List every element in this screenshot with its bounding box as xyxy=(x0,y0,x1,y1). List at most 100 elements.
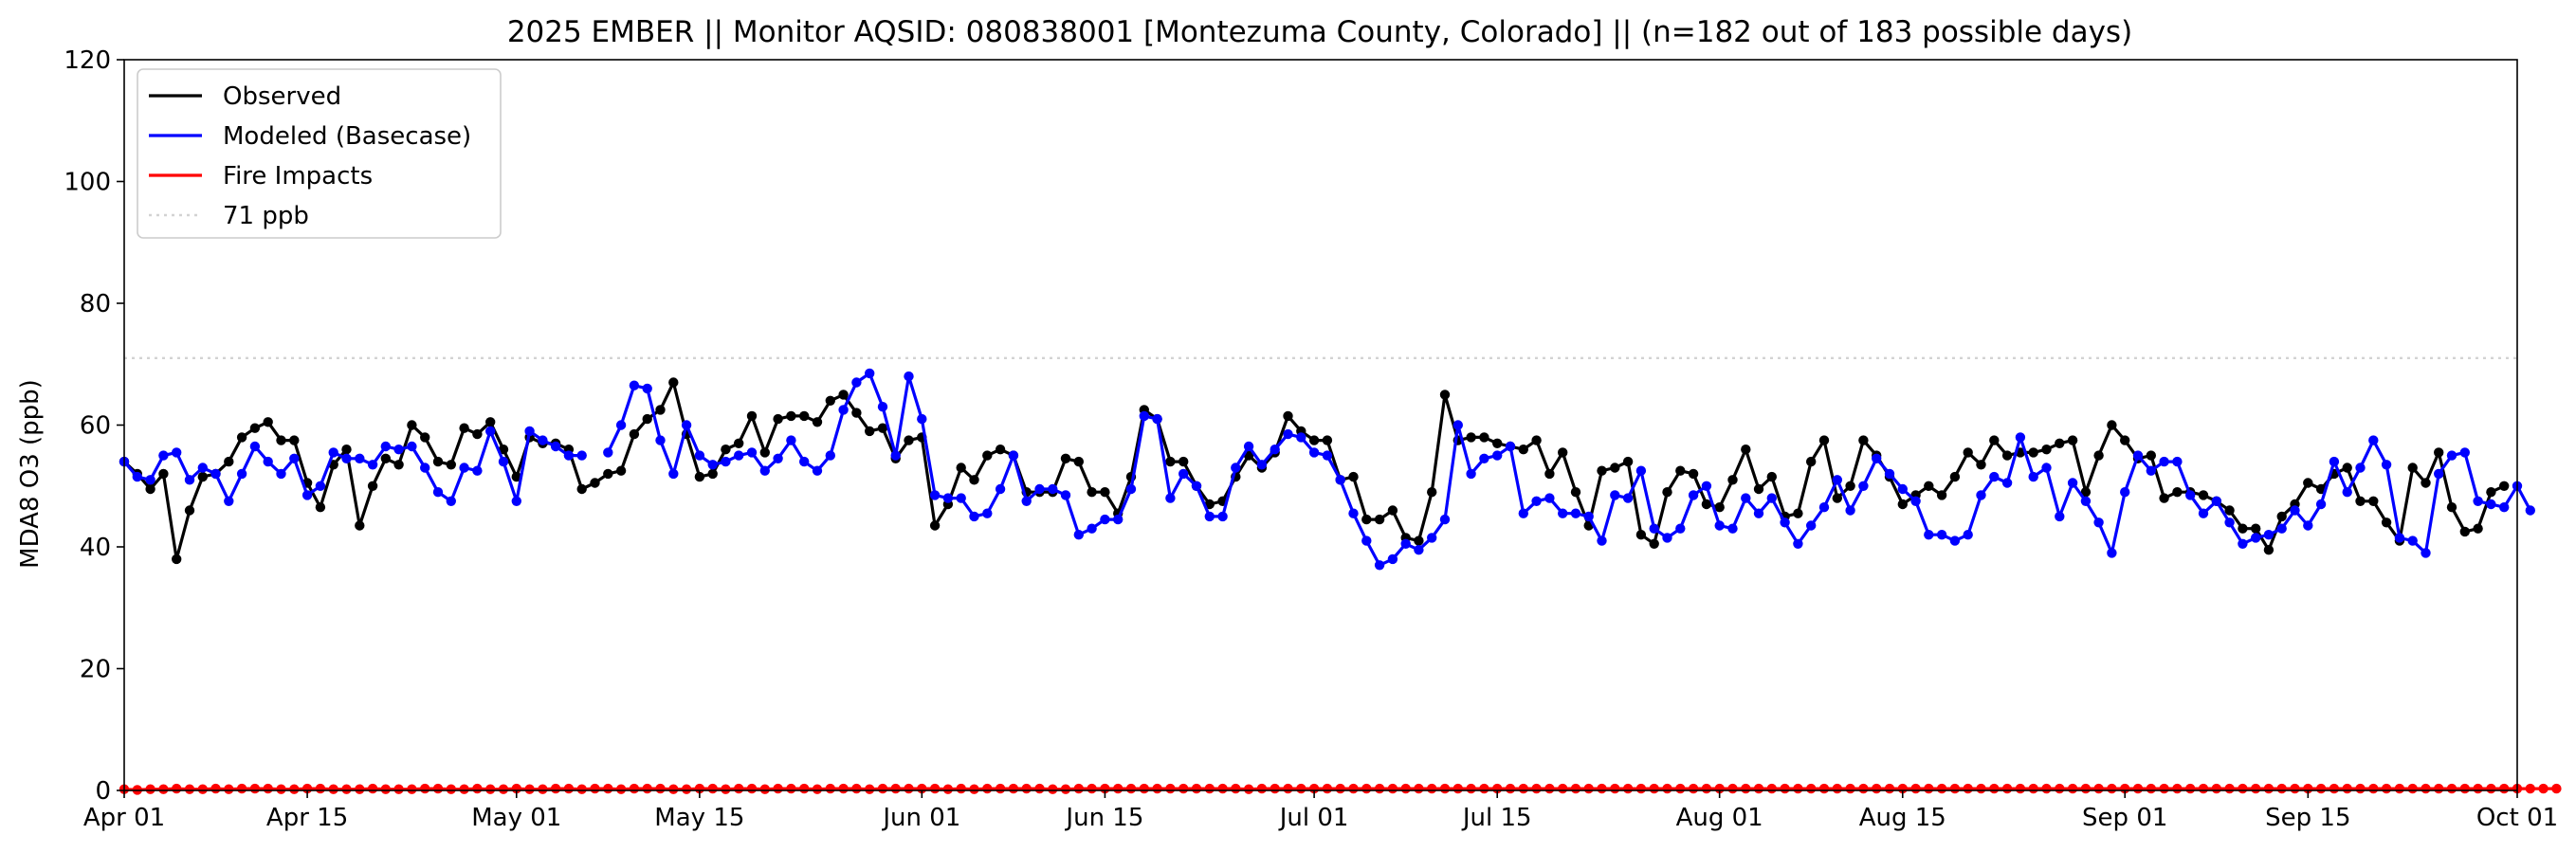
data-point xyxy=(1884,468,1895,480)
data-point xyxy=(355,520,365,531)
data-point xyxy=(969,511,979,522)
data-point xyxy=(1597,783,1607,794)
data-point xyxy=(2446,783,2457,794)
data-point xyxy=(721,456,731,467)
data-point xyxy=(1741,493,1751,503)
data-point xyxy=(1479,783,1489,794)
data-point xyxy=(2551,783,2562,794)
data-point xyxy=(655,435,666,445)
data-point xyxy=(2238,783,2248,794)
data-point xyxy=(2198,783,2209,794)
data-point xyxy=(812,784,823,794)
data-point xyxy=(1073,783,1085,794)
data-point xyxy=(511,471,521,482)
data-point xyxy=(2067,783,2078,794)
data-point xyxy=(1924,481,1934,491)
data-point xyxy=(184,475,195,485)
x-tick-label: May 15 xyxy=(654,804,744,832)
data-point xyxy=(1165,783,1176,794)
legend-label: Observed xyxy=(223,82,341,111)
data-point xyxy=(1374,783,1385,794)
data-point xyxy=(2407,535,2418,546)
data-point xyxy=(1087,783,1097,794)
data-point xyxy=(2276,523,2287,534)
data-point xyxy=(825,450,835,461)
data-point xyxy=(1989,783,2000,794)
data-point xyxy=(407,420,417,430)
data-point xyxy=(1243,441,1254,452)
data-point xyxy=(1832,475,1843,485)
data-point xyxy=(485,417,496,427)
y-tick-label: 0 xyxy=(95,777,111,806)
data-point xyxy=(563,450,575,461)
data-point xyxy=(1531,496,1542,506)
data-point xyxy=(472,428,483,440)
data-point xyxy=(2394,533,2405,543)
data-point xyxy=(576,483,587,495)
data-point xyxy=(538,784,548,794)
data-point xyxy=(1806,456,1817,467)
x-tick-label: Aug 15 xyxy=(1859,804,1946,832)
x-tick-label: Apr 01 xyxy=(83,804,165,832)
data-point xyxy=(432,456,444,467)
data-point xyxy=(1283,428,1293,440)
data-point xyxy=(2421,478,2431,488)
data-point xyxy=(2290,783,2300,794)
data-point xyxy=(2041,445,2052,455)
data-point xyxy=(877,402,888,412)
data-point xyxy=(1989,435,2000,445)
data-point xyxy=(838,390,849,400)
data-point xyxy=(289,453,300,463)
data-point xyxy=(1570,508,1581,518)
data-point xyxy=(355,453,365,463)
data-point xyxy=(1558,508,1568,518)
data-point xyxy=(1910,496,1921,506)
data-point xyxy=(2107,548,2117,558)
data-point xyxy=(799,783,810,794)
data-point xyxy=(629,783,640,794)
data-point xyxy=(759,447,770,458)
data-point xyxy=(1256,783,1268,794)
data-point xyxy=(1845,481,1855,491)
data-point xyxy=(2093,450,2104,461)
data-point xyxy=(1793,538,1803,549)
data-point xyxy=(2381,517,2392,528)
data-point xyxy=(1924,530,1934,540)
data-point xyxy=(1322,435,1333,445)
data-point xyxy=(420,783,430,794)
data-point xyxy=(1832,783,1843,794)
data-point xyxy=(1544,468,1555,480)
data-point xyxy=(2355,783,2366,794)
data-point xyxy=(1361,535,1372,546)
data-point xyxy=(446,784,456,794)
data-point xyxy=(1688,783,1699,794)
data-point xyxy=(1884,783,1895,794)
data-point xyxy=(1858,783,1869,794)
data-point xyxy=(1152,783,1162,794)
data-point xyxy=(2434,783,2444,794)
data-point xyxy=(1818,435,1830,445)
data-point xyxy=(2055,438,2065,448)
data-point xyxy=(2211,496,2221,506)
data-point xyxy=(393,445,404,455)
data-point xyxy=(1414,545,1424,555)
y-tick-label: 60 xyxy=(80,412,111,441)
data-point xyxy=(1204,499,1215,510)
data-point xyxy=(1675,523,1686,534)
data-point xyxy=(1910,783,1921,794)
data-point xyxy=(432,487,444,498)
data-point xyxy=(642,413,652,425)
data-point xyxy=(276,468,286,480)
data-point xyxy=(446,460,456,470)
data-point xyxy=(1466,783,1476,794)
data-point xyxy=(576,450,587,461)
data-point xyxy=(1714,502,1725,513)
data-point xyxy=(2224,505,2235,516)
data-point xyxy=(158,784,169,794)
chart-title: 2025 EMBER || Monitor AQSID: 080838001 [… xyxy=(507,15,2132,49)
data-point xyxy=(498,456,509,467)
data-point xyxy=(1479,453,1489,463)
data-point xyxy=(1753,483,1764,495)
data-point xyxy=(1400,538,1411,549)
